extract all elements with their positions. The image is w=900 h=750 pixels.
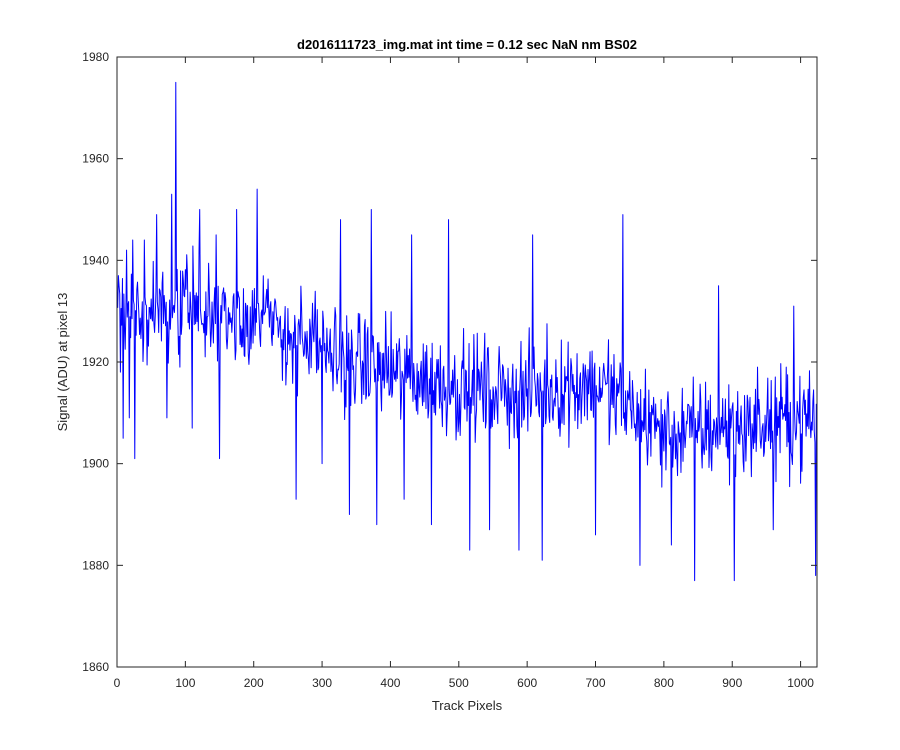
x-tick-label: 100 [175, 676, 195, 690]
y-tick-label: 1900 [82, 457, 109, 471]
x-tick-label: 800 [654, 676, 674, 690]
y-tick-label: 1860 [82, 660, 109, 674]
y-tick-label: 1960 [82, 152, 109, 166]
y-axis-label: Signal (ADU) at pixel 13 [55, 293, 70, 432]
x-tick-label: 200 [244, 676, 264, 690]
y-tick-label: 1880 [82, 558, 109, 572]
series-line-0 [117, 81, 818, 582]
x-axis-label: Track Pixels [432, 698, 503, 713]
x-tick-label: 400 [380, 676, 400, 690]
y-tick-label: 1920 [82, 355, 109, 369]
x-tick-label: 700 [586, 676, 606, 690]
x-tick-label: 0 [114, 676, 121, 690]
plot-area [117, 57, 817, 667]
y-tick-label: 1980 [82, 50, 109, 64]
x-tick-label: 900 [722, 676, 742, 690]
y-tick-label: 1940 [82, 253, 109, 267]
axes-group: 0 100 200 300 400 500 600 700 800 900 1000 1860 1880… [82, 50, 818, 690]
chart-title: d2016111723_img.mat int time = 0.12 sec … [297, 37, 637, 52]
x-tick-label: 1000 [787, 676, 814, 690]
plot-group [117, 81, 818, 582]
x-tick-label: 600 [517, 676, 537, 690]
x-tick-label: 300 [312, 676, 332, 690]
x-tick-label: 500 [449, 676, 469, 690]
